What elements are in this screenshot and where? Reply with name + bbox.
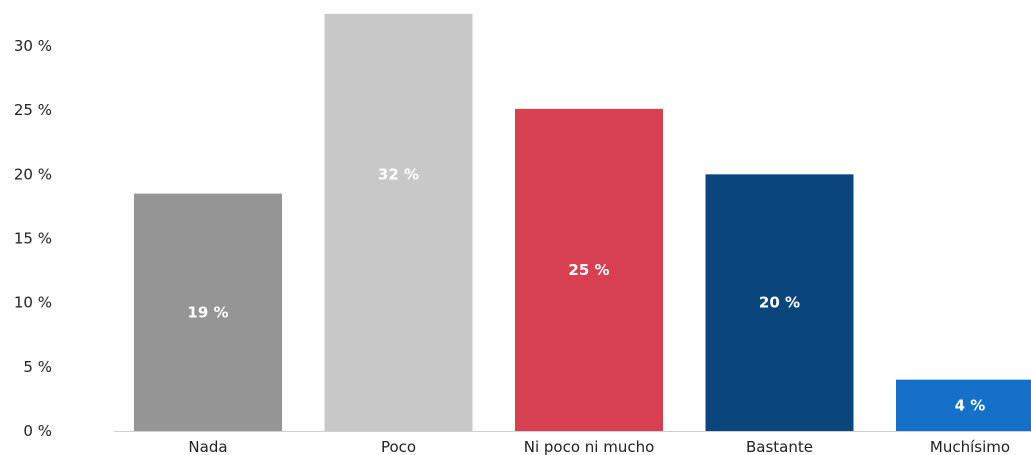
x-tick-label: Bastante (746, 438, 813, 455)
x-tick-label: Muchísimo (930, 438, 1010, 455)
bar (515, 108, 663, 431)
y-tick-label: 30 % (14, 37, 52, 55)
bar (896, 379, 1031, 431)
data-label: 4 % (955, 396, 986, 414)
bar (134, 193, 282, 431)
bars: 19 % 32 % 25 % 20 % 4 % (134, 13, 1031, 432)
x-tick-label: Nada (188, 438, 227, 455)
y-tick-label: 15 % (14, 230, 52, 248)
data-label: 19 % (187, 303, 228, 321)
x-axis: Nada Poco Ni poco ni mucho Bastante Muchísim… (114, 431, 1031, 455)
data-label: 20 % (759, 294, 800, 312)
data-label: 25 % (568, 261, 609, 279)
x-tick-label: Ni poco ni mucho (524, 438, 655, 455)
y-tick-label: 20 % (14, 165, 52, 183)
y-tick-label: 5 % (23, 358, 52, 376)
bar (705, 174, 854, 432)
y-axis: 0 % 5 % 10 % 15 % 20 % 25 % 30 % (14, 37, 52, 440)
y-tick-label: 10 % (14, 294, 52, 312)
data-label: 32 % (378, 165, 419, 183)
bar (324, 13, 473, 432)
y-tick-label: 25 % (14, 101, 52, 119)
x-tick-label: Poco (381, 438, 416, 455)
y-tick-label: 0 % (23, 422, 52, 440)
